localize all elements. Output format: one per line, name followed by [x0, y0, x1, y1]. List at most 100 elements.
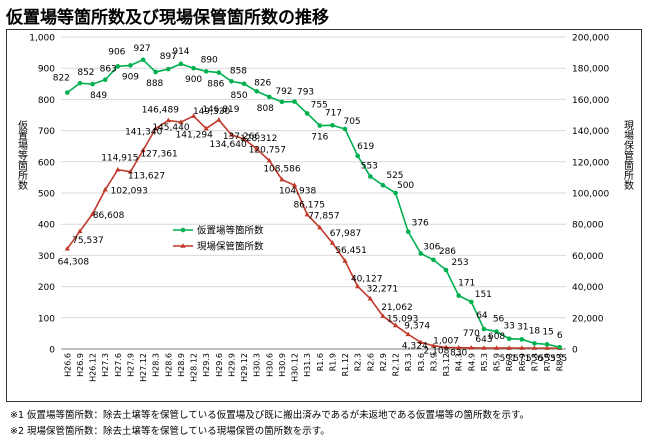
series-1-point	[355, 153, 360, 159]
series-2-data-label: 2,108	[424, 347, 450, 357]
series-2-data-label: 102,093	[111, 187, 148, 197]
series-1-data-label: 886	[207, 80, 224, 90]
series-1-point	[267, 94, 272, 100]
series-1-point	[469, 299, 474, 305]
series-2-point	[241, 136, 247, 141]
series-1-data-label: 927	[133, 44, 150, 54]
series-1-data-label: 792	[275, 87, 292, 97]
x-tick-label: R1.9	[328, 353, 337, 371]
series-1-data-label: 858	[230, 66, 247, 76]
x-tick-label: H29.9	[227, 353, 236, 377]
series-1-point	[191, 65, 196, 71]
y-axis-title: 仮置場等箇所数	[16, 119, 28, 191]
x-tick-label: R3.12	[442, 353, 451, 376]
x-tick-label: R3.3	[404, 353, 413, 371]
y-tick-label: 700	[38, 127, 55, 137]
series-1-point	[544, 342, 550, 347]
series-2-data-label: 141,294	[176, 131, 213, 141]
series-2-data-label: 830	[450, 349, 467, 359]
series-1-point	[254, 88, 259, 94]
series-1-data-label: 914	[172, 47, 189, 57]
x-tick-label: R2.12	[392, 353, 401, 376]
series-1-data-label: 852	[77, 68, 94, 78]
x-tick-label: H28.9	[177, 353, 186, 377]
series-1-point	[304, 111, 310, 116]
y2-tick-label: 100,000	[572, 190, 609, 200]
series-2-point	[317, 224, 323, 230]
series-2-data-label: 86,608	[93, 211, 125, 221]
series-1-data-label: 306	[423, 243, 440, 253]
series-2-data-label: 40,127	[351, 274, 383, 284]
series-2-point	[405, 331, 411, 337]
series-2-data-label: 146,819	[202, 105, 239, 115]
series-2-data-label: 149,330	[193, 107, 230, 117]
series-2-data-label: 146,489	[142, 105, 179, 115]
x-tick-label: R6.3	[505, 353, 514, 371]
series-1-data-label: 553	[361, 161, 378, 171]
y-tick-label: 400	[38, 221, 55, 231]
y-tick-label: 300	[38, 252, 55, 262]
series-1-data-label: 18	[529, 326, 541, 336]
series-1-point	[178, 61, 184, 67]
series-2-data-label: 643	[475, 335, 492, 345]
series-1-point	[166, 66, 171, 72]
x-tick-label: R3.6	[417, 353, 426, 371]
x-tick-label: H28.6	[164, 353, 173, 377]
series-2-data-label: 137,266	[223, 132, 260, 142]
y2-tick-label: 200,000	[572, 34, 609, 44]
series-1-data-label: 33	[503, 322, 514, 332]
series-1-data-label: 906	[108, 47, 125, 57]
y-tick-label: 100	[38, 314, 55, 324]
series-2-point	[519, 345, 525, 350]
series-2-data-label: 9,374	[404, 321, 430, 331]
series-1-point	[506, 336, 512, 342]
series-1-data-label: 890	[201, 55, 218, 65]
series-2-point	[493, 345, 500, 350]
series-2-point	[392, 322, 399, 328]
x-tick-label: R7.9	[543, 353, 552, 371]
series-1-point	[342, 126, 348, 132]
y2-tick-label: 140,000	[572, 127, 609, 137]
series-2-data-label: 134,640	[209, 140, 246, 150]
series-2-point	[77, 228, 83, 233]
series-2-data-label: 86,175	[293, 201, 325, 211]
series-1-line	[66, 58, 560, 348]
series-2-point	[380, 313, 386, 318]
series-1-point	[443, 267, 449, 273]
series-1-data-label: 171	[458, 279, 475, 289]
footnote-2: ※2 現場保管箇所数：除去土壌等を保管している現場保管の箇所数を示す。	[10, 426, 330, 437]
series-1-point	[128, 63, 133, 68]
series-2-data-label: 114,915	[101, 154, 138, 164]
series-2-point	[531, 345, 538, 350]
x-tick-label: H31.3	[303, 353, 312, 377]
x-tick-label: R5.3	[480, 353, 489, 371]
series-1-point	[229, 79, 234, 84]
series-2-point	[418, 339, 424, 345]
series-2-data-label: 1,007	[433, 336, 459, 346]
x-tick-label: R8.3	[556, 353, 565, 371]
series-1-data-label: 863	[100, 65, 117, 75]
x-tick-label: R2.3	[354, 353, 363, 371]
series-1-data-label: 619	[357, 142, 374, 152]
series-2-point	[468, 344, 474, 350]
series-2-data-label: 553	[538, 354, 555, 364]
series-2-point	[506, 345, 512, 350]
series-2-data-label: 4,324	[402, 341, 428, 351]
series-2-point	[254, 146, 260, 151]
legend-label-series-2: 現場保管箇所数	[197, 241, 264, 253]
series-2-point	[266, 157, 272, 163]
y-tick-label: 900	[38, 65, 55, 75]
series-1-point	[494, 329, 499, 334]
x-tick-label: R1.12	[341, 353, 350, 376]
x-tick-label: H27.6	[114, 353, 123, 377]
series-1-data-label: 253	[451, 258, 468, 268]
series-2-data-label: 770	[463, 329, 480, 339]
x-tick-label: H30.9	[278, 353, 287, 377]
series-2-data-label: 127,361	[140, 149, 177, 159]
series-1-data-label: 500	[397, 181, 414, 191]
series-1-data-label: 755	[311, 100, 328, 110]
series-2-data-label: 56,451	[335, 246, 367, 256]
series-1-point	[140, 57, 146, 63]
series-2-data-label: 571	[513, 354, 530, 364]
series-1-data-label: 151	[475, 290, 492, 300]
